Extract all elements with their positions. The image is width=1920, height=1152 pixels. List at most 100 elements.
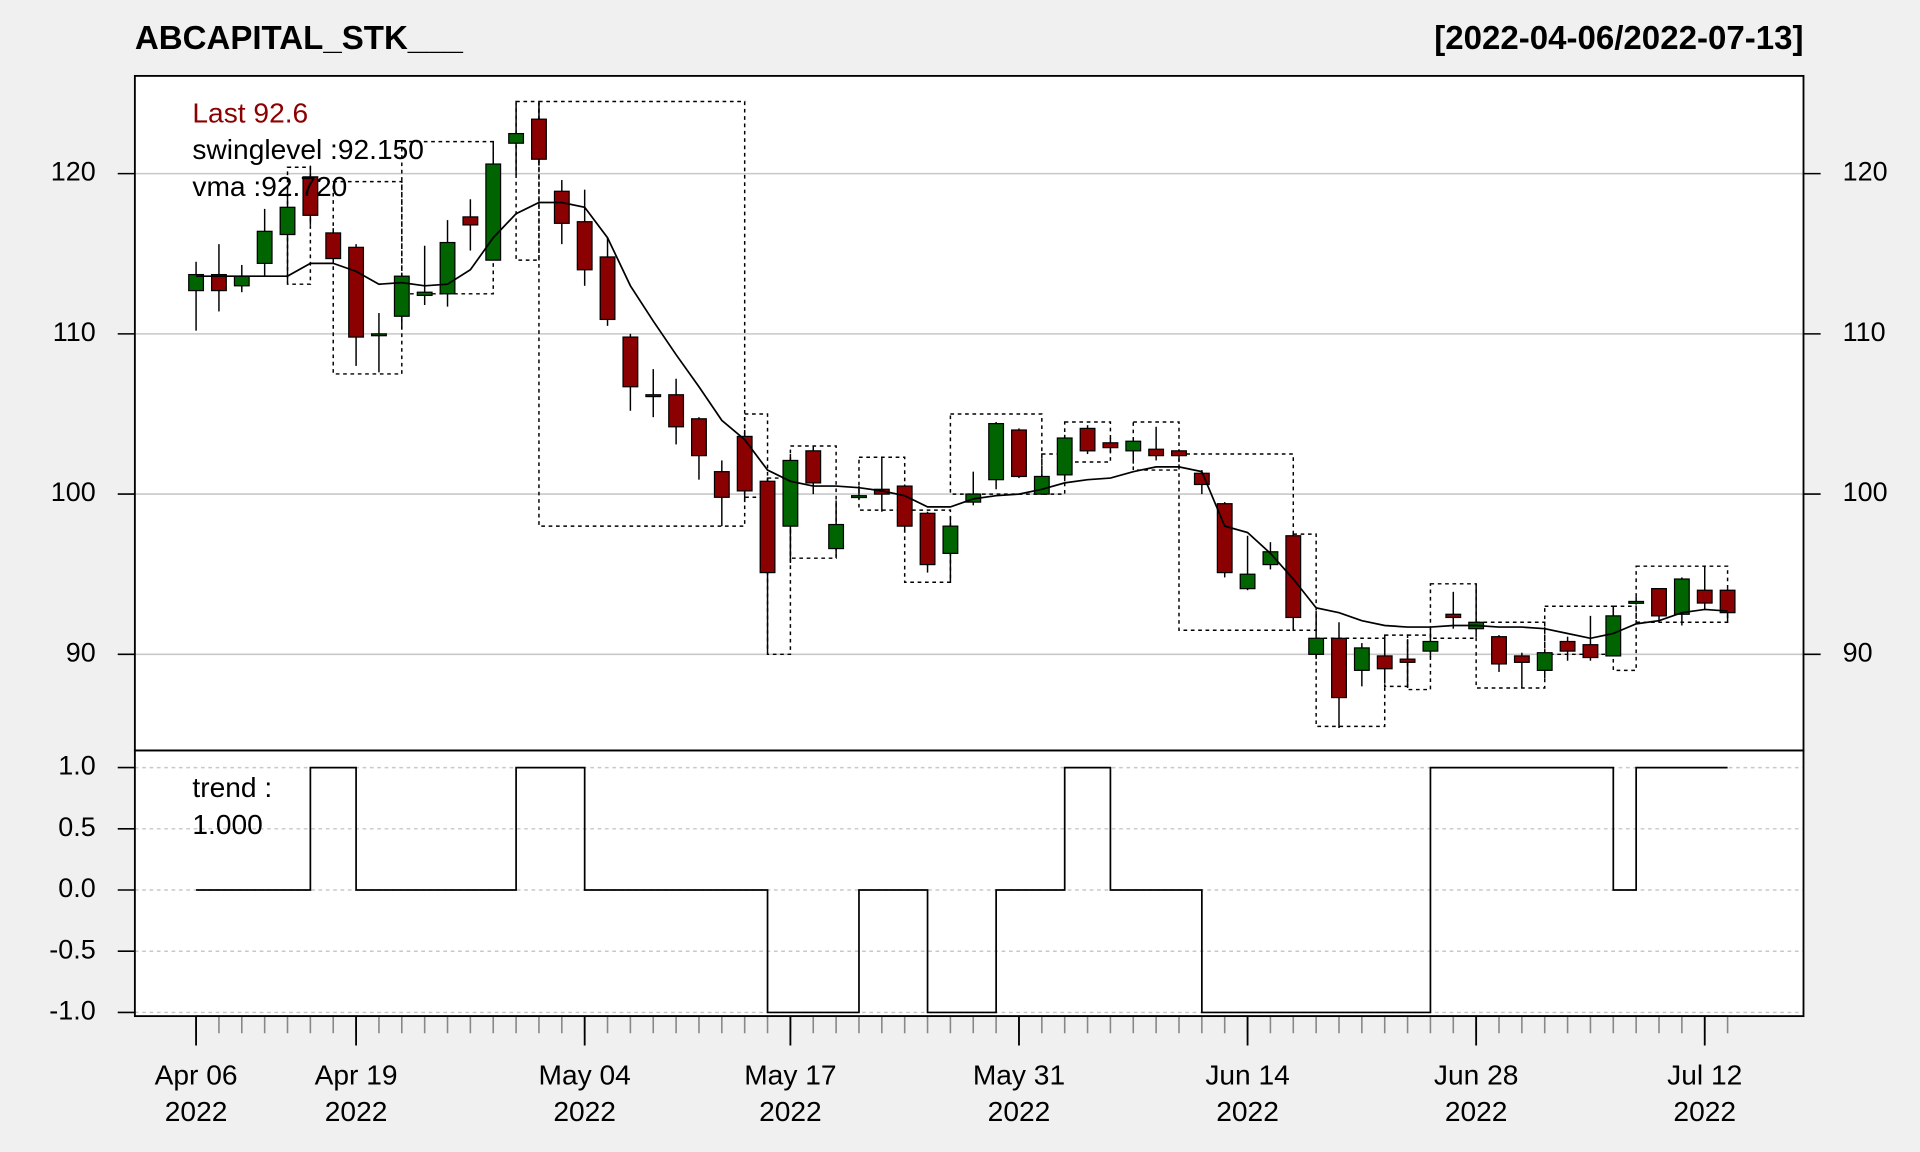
vma-label: vma :92.720 xyxy=(192,171,347,202)
candle-body xyxy=(439,241,456,295)
candle-body xyxy=(1559,640,1576,652)
candle-body xyxy=(1308,637,1325,655)
trend-label: trend : xyxy=(192,772,272,803)
candle-body xyxy=(1376,655,1393,670)
candle-body xyxy=(1331,637,1347,699)
candle-body xyxy=(782,459,799,527)
x-tick-label: Apr 06 2022 xyxy=(155,1060,238,1128)
candle-body xyxy=(508,132,525,144)
vma-line xyxy=(196,201,1728,640)
candle-body xyxy=(553,190,570,224)
x-tick-label: May 04 2022 xyxy=(539,1060,631,1128)
x-tick-label: May 31 2022 xyxy=(973,1060,1065,1128)
swing-box xyxy=(1475,621,1546,689)
candle-body xyxy=(1285,535,1302,619)
candle-body xyxy=(1239,573,1256,590)
candle-body xyxy=(645,394,662,398)
candle-body xyxy=(713,471,730,498)
candle-body xyxy=(1673,578,1690,615)
candle-body xyxy=(370,333,387,337)
candle-body xyxy=(1353,647,1370,671)
candle-body xyxy=(462,216,479,226)
candle-body xyxy=(233,275,250,287)
lower-panel-frame xyxy=(133,749,1805,1018)
date-range: [2022-04-06/2022-07-13] xyxy=(1434,20,1803,57)
swing-box xyxy=(1063,421,1112,463)
candle-body xyxy=(828,523,845,550)
candle-body xyxy=(1651,588,1667,617)
x-tick-label: Jun 14 2022 xyxy=(1205,1060,1290,1128)
y-tick-label: 110 xyxy=(53,317,96,347)
y-tick-label: -0.5 xyxy=(49,934,95,964)
candle-body xyxy=(1536,652,1553,671)
x-tick-label: Apr 19 2022 xyxy=(315,1060,398,1128)
candle-body xyxy=(736,435,753,492)
y-tick-label: 90 xyxy=(1843,637,1873,667)
swing-box xyxy=(949,413,1043,495)
candle-body xyxy=(1399,658,1416,663)
swing-box xyxy=(1178,453,1295,632)
y-tick-label: 120 xyxy=(51,157,96,187)
plot-layer: 90 90 100 100 110 110 120 120 -1.0 -0.5 0.0 0.5 1.0 A… xyxy=(49,100,1888,1128)
candle-body xyxy=(210,273,227,292)
candle-body xyxy=(188,273,205,292)
candle-body xyxy=(393,275,410,317)
candle-body xyxy=(279,206,296,236)
candle-body xyxy=(851,495,867,499)
candle-body xyxy=(416,291,433,297)
y-tick-label: 0.5 xyxy=(58,812,95,842)
candle-body xyxy=(1125,440,1142,452)
swing-box xyxy=(1543,605,1615,656)
y-tick-label: 90 xyxy=(66,637,96,667)
candle-body xyxy=(325,232,342,260)
candle-body xyxy=(1033,475,1050,495)
y-tick-label: 110 xyxy=(1843,317,1886,347)
candle-body xyxy=(942,525,959,554)
swing-box xyxy=(538,100,746,527)
y-tick-label: 1.0 xyxy=(58,751,95,781)
candle-body xyxy=(1513,655,1530,663)
candle-body xyxy=(302,176,319,216)
candle-body xyxy=(1011,429,1027,478)
candle-body xyxy=(1079,427,1096,452)
candle-body xyxy=(919,512,936,566)
candle-body xyxy=(805,450,822,484)
candle-body xyxy=(759,480,776,574)
y-tick-label: 0.0 xyxy=(58,873,95,903)
last-label: Last 92.6 xyxy=(192,98,308,129)
candle-body xyxy=(1696,589,1713,604)
swing-box xyxy=(1429,583,1477,640)
x-tick-label: Jun 28 2022 xyxy=(1434,1060,1519,1128)
y-tick-label: -1.0 xyxy=(49,996,95,1026)
candle-body xyxy=(622,336,639,388)
candle-body xyxy=(1719,589,1736,614)
chart-title: ABCAPITAL_STK___ xyxy=(135,20,464,57)
candle-body xyxy=(691,418,707,457)
candle-body xyxy=(988,422,1005,481)
trend-value: 1.000 xyxy=(192,809,262,840)
candle-body xyxy=(348,246,365,338)
candle-body xyxy=(576,221,593,271)
y-tick-label: 100 xyxy=(51,477,96,507)
candle-body xyxy=(1445,613,1462,619)
candle-body xyxy=(599,256,616,321)
candle-body xyxy=(668,394,685,428)
swing-box xyxy=(1315,637,1386,728)
swinglevel-label: swinglevel :92.150 xyxy=(192,134,424,165)
y-tick-label: 100 xyxy=(1843,477,1888,507)
trend-step-line xyxy=(196,766,1728,1014)
candle-body xyxy=(530,118,547,160)
candle-body xyxy=(1628,600,1645,604)
y-tick-label: 120 xyxy=(1843,157,1888,187)
candle-body xyxy=(1262,551,1279,566)
candle-body xyxy=(1422,640,1439,652)
candle-body xyxy=(1582,644,1599,659)
x-tick-label: May 17 2022 xyxy=(744,1060,836,1128)
swing-box xyxy=(515,100,540,261)
x-tick-label: Jul 12 2022 xyxy=(1667,1060,1742,1128)
candle-body xyxy=(485,163,502,261)
candle-body xyxy=(896,485,913,527)
candle-body xyxy=(256,230,273,264)
